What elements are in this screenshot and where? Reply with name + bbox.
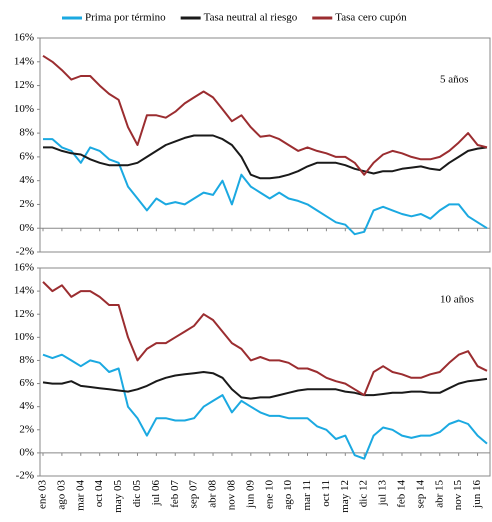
y-tick-label: -2%	[16, 470, 34, 482]
x-tick-label: mar 11	[301, 480, 313, 510]
x-tick-label: dic 12	[358, 480, 370, 507]
series-line	[42, 54, 488, 176]
legend-label: Prima por término	[85, 12, 166, 24]
y-tick-label: 10%	[14, 103, 34, 115]
y-tick-label: 4%	[19, 400, 34, 412]
plot-frame	[39, 37, 491, 253]
y-tick-label: 16%	[14, 32, 34, 44]
y-tick-label: 6%	[19, 150, 34, 162]
y-tick-label: 14%	[14, 285, 34, 297]
y-tick-label: 12%	[14, 308, 34, 320]
series-line	[43, 134, 488, 180]
y-tick-label: 8%	[19, 354, 34, 366]
x-tick-label: jul 13	[377, 480, 389, 507]
plot-frame	[39, 267, 491, 477]
x-tick-label: may 05	[112, 480, 124, 513]
panel-label: 5 años	[440, 74, 468, 86]
panel-label: 10 años	[440, 294, 474, 306]
x-tick-label: ene 10	[263, 480, 275, 510]
y-tick-label: 12%	[14, 79, 34, 91]
y-tick-label: 0%	[19, 222, 34, 234]
x-tick-label: ago 10	[282, 480, 294, 510]
series-line	[42, 371, 488, 400]
x-tick-label: nov 08	[225, 480, 237, 511]
y-tick-label: 0%	[19, 446, 34, 458]
x-tick-label: abr 15	[433, 480, 445, 508]
y-tick-label: 4%	[19, 174, 34, 186]
y-tick-label: 14%	[14, 55, 34, 67]
y-tick-label: 6%	[19, 377, 34, 389]
y-tick-label: 16%	[14, 262, 34, 274]
x-tick-label: feb 07	[169, 480, 181, 508]
y-tick-label: 8%	[19, 127, 34, 139]
x-tick-label: oct 04	[93, 480, 105, 508]
series-line	[43, 138, 488, 236]
x-tick-label: feb 14	[396, 480, 408, 508]
x-tick-label: jul 06	[150, 480, 162, 507]
x-tick-label: mar 04	[74, 480, 86, 511]
x-tick-label: sep 14	[414, 480, 426, 509]
x-tick-label: ene 03	[37, 480, 49, 510]
x-tick-label: jun 16	[471, 480, 483, 509]
y-tick-label: 2%	[19, 423, 34, 435]
x-tick-label: sep 07	[188, 480, 200, 509]
series-line	[42, 353, 488, 460]
y-tick-label: 2%	[19, 198, 34, 210]
y-tick-label: 10%	[14, 331, 34, 343]
x-tick-label: nov 15	[452, 480, 464, 511]
x-tick-label: jun 09	[244, 480, 256, 509]
legend-label: Tasa cero cupón	[335, 12, 407, 24]
legend-label: Tasa neutral al riesgo	[204, 12, 298, 24]
series-line	[42, 281, 488, 397]
y-tick-label: -2%	[16, 246, 34, 258]
x-tick-label: ago 03	[55, 480, 67, 510]
x-tick-label: oct 11	[320, 480, 332, 507]
x-tick-label: abr 08	[207, 480, 219, 508]
x-tick-label: may 12	[339, 480, 351, 513]
x-tick-label: dic 05	[131, 480, 143, 508]
